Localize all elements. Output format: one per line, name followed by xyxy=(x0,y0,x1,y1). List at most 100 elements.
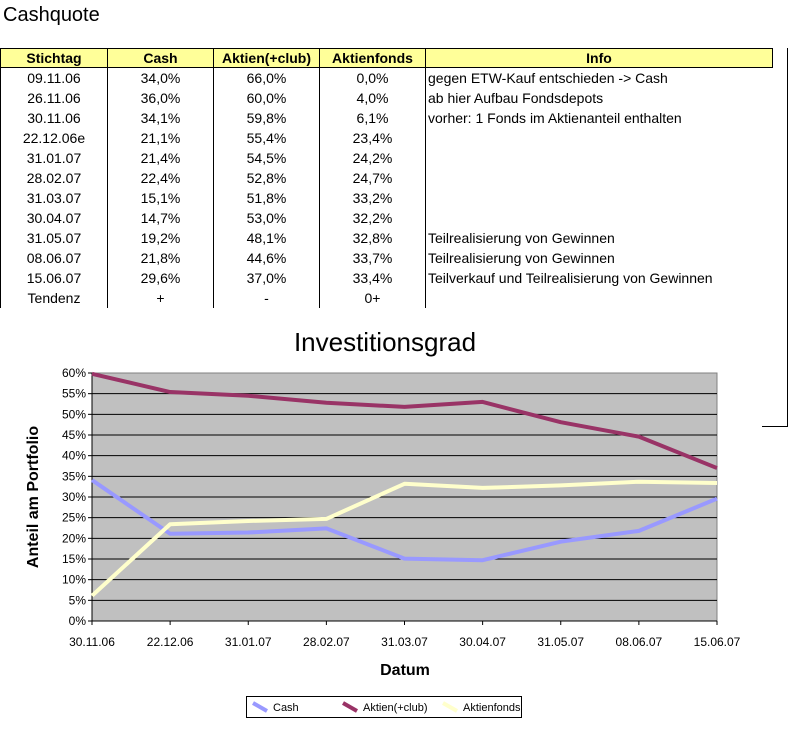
column-header: Stichtag xyxy=(0,48,108,68)
table-row: 08.06.07 21,8% 44,6% 33,7% Teilrealisierung … xyxy=(0,248,773,268)
table-cell: 52,8% xyxy=(213,168,320,188)
series-line-1 xyxy=(91,371,718,470)
table-cell: 66,0% xyxy=(213,67,320,88)
y-tick-label: 5% xyxy=(69,593,87,607)
table-cell: - xyxy=(213,288,320,308)
table-cell: 15.06.07 xyxy=(0,268,108,288)
y-tick-label: 55% xyxy=(62,387,86,401)
table-cell: 30.04.07 xyxy=(0,208,108,228)
y-tick-label: 35% xyxy=(62,469,86,483)
legend-swatch xyxy=(442,701,458,713)
column-header: Cash xyxy=(107,48,214,68)
series-lines xyxy=(90,371,718,598)
table-frame-bottom xyxy=(762,426,788,427)
y-tick-label: 10% xyxy=(62,573,86,587)
y-tick-label: 20% xyxy=(62,531,86,545)
table-cell: 22.12.06e xyxy=(0,128,108,148)
table-row: 09.11.06 34,0% 66,0% 0,0% gegen ETW-Kauf ent… xyxy=(0,67,773,88)
table-body: 09.11.06 34,0% 66,0% 0,0% gegen ETW-Kauf ent… xyxy=(0,67,773,308)
table-row: 31.05.07 19,2% 48,1% 32,8% Teilrealisierung … xyxy=(0,228,773,248)
table-cell: 32,8% xyxy=(319,228,426,248)
table-cell: Teilrealisierung von Gewinnen xyxy=(428,250,615,266)
table-cell: 44,6% xyxy=(213,248,320,268)
table-cell: 53,0% xyxy=(213,208,320,228)
series-line-2 xyxy=(90,479,718,598)
column-header: Aktienfonds xyxy=(319,48,426,68)
table-cell: 26.11.06 xyxy=(0,88,108,108)
table-cell xyxy=(426,148,773,168)
investitionsgrad-chart[interactable]: Investitionsgrad 0% 5% 10% 15% 20% 25% 30% 35% 4… xyxy=(0,320,793,692)
table-cell xyxy=(426,208,773,228)
y-tick-label: 50% xyxy=(62,407,86,421)
table-header-row: Stichtag Cash Aktien(+club) Aktienfonds Info xyxy=(0,48,773,68)
table-row: 26.11.06 36,0% 60,0% 4,0% ab hier Aufbau Fon… xyxy=(0,88,773,108)
table-cell: 21,8% xyxy=(107,248,214,268)
x-axis-label: Datum xyxy=(380,662,430,679)
table-cell: 15,1% xyxy=(107,188,214,208)
legend-entry: Cash xyxy=(273,702,299,714)
column-header: Aktien(+club) xyxy=(213,48,320,68)
chart-legend: Cash Aktien(+club) Aktienfonds xyxy=(246,696,522,718)
table-cell: 08.06.07 xyxy=(0,248,108,268)
table-cell: 32,2% xyxy=(319,208,426,228)
table-cell: 33,7% xyxy=(319,248,426,268)
x-tick-label: 30.11.06 xyxy=(69,635,115,649)
column-header: Info xyxy=(425,48,773,68)
table-cell: 24,7% xyxy=(319,168,426,188)
x-tick-label: 15.06.07 xyxy=(694,635,741,649)
legend-entry: Aktien(+club) xyxy=(363,702,428,714)
table-cell xyxy=(426,168,773,188)
table-cell: 36,0% xyxy=(107,88,214,108)
table-cell: 0,0% xyxy=(319,67,426,88)
table-row: 31.01.07 21,4% 54,5% 24,2% xyxy=(0,148,773,168)
table-cell: 22,4% xyxy=(107,168,214,188)
table-cell: 29,6% xyxy=(107,268,214,288)
x-tick-label: 31.01.07 xyxy=(225,635,272,649)
table-row: 30.04.07 14,7% 53,0% 32,2% xyxy=(0,208,773,228)
series-line-0 xyxy=(90,478,718,563)
table-cell: Tendenz xyxy=(0,288,108,308)
table-cell: 37,0% xyxy=(213,268,320,288)
table-cell: 0+ xyxy=(319,288,426,308)
table-cell: 21,1% xyxy=(107,128,214,148)
x-tick-label: 31.05.07 xyxy=(537,635,584,649)
y-axis-label: Anteil am Portfolio xyxy=(25,426,42,568)
table-cell: 31.01.07 xyxy=(0,148,108,168)
table-cell: 30.11.06 xyxy=(0,108,108,128)
table-row: Tendenz + -0+ xyxy=(0,288,773,308)
table-cell: 31.05.07 xyxy=(0,228,108,248)
y-tick-label: 15% xyxy=(62,552,86,566)
table-cell: 28.02.07 xyxy=(0,168,108,188)
sheet-title: Cashquote xyxy=(3,4,100,26)
table-cell: + xyxy=(107,288,214,308)
table-row: 30.11.06 34,1% 59,8% 6,1% vorher: 1 Fonds im… xyxy=(0,108,773,128)
table-cell: 33,2% xyxy=(319,188,426,208)
table-cell: 60,0% xyxy=(213,88,320,108)
table-cell: 14,7% xyxy=(107,208,214,228)
x-tick-label: 30.04.07 xyxy=(459,635,506,649)
legend-swatch xyxy=(252,701,268,713)
table-cell: 34,1% xyxy=(107,108,214,128)
table-row: 15.06.07 29,6% 37,0% 33,4% Teilverkauf und T… xyxy=(0,268,773,288)
table-cell: 54,5% xyxy=(213,148,320,168)
chart-title: Investitionsgrad xyxy=(294,327,476,357)
legend-entry: Aktienfonds xyxy=(463,702,521,714)
table-cell: 55,4% xyxy=(213,128,320,148)
table-cell: 19,2% xyxy=(107,228,214,248)
y-tick-label: 40% xyxy=(62,449,86,463)
table-cell: ab hier Aufbau Fondsdepots xyxy=(428,90,604,106)
y-tick-label: 25% xyxy=(62,511,86,525)
table-cell: 31.03.07 xyxy=(0,188,108,208)
table-cell: Teilverkauf und Teilrealisierung von Gew… xyxy=(428,270,713,286)
table-cell: 4,0% xyxy=(319,88,426,108)
table-cell: 33,4% xyxy=(319,268,426,288)
table-cell: gegen ETW-Kauf entschieden -> Cash xyxy=(428,70,668,86)
y-tick-label: 30% xyxy=(62,490,86,504)
table-cell: 21,4% xyxy=(107,148,214,168)
table-cell: 34,0% xyxy=(107,67,214,88)
table-cell: 51,8% xyxy=(213,188,320,208)
table-cell: vorher: 1 Fonds im Aktienanteil enthalte… xyxy=(428,110,682,126)
table-cell xyxy=(426,288,773,308)
table-cell: Teilrealisierung von Gewinnen xyxy=(428,230,615,246)
table-cell: 24,2% xyxy=(319,148,426,168)
